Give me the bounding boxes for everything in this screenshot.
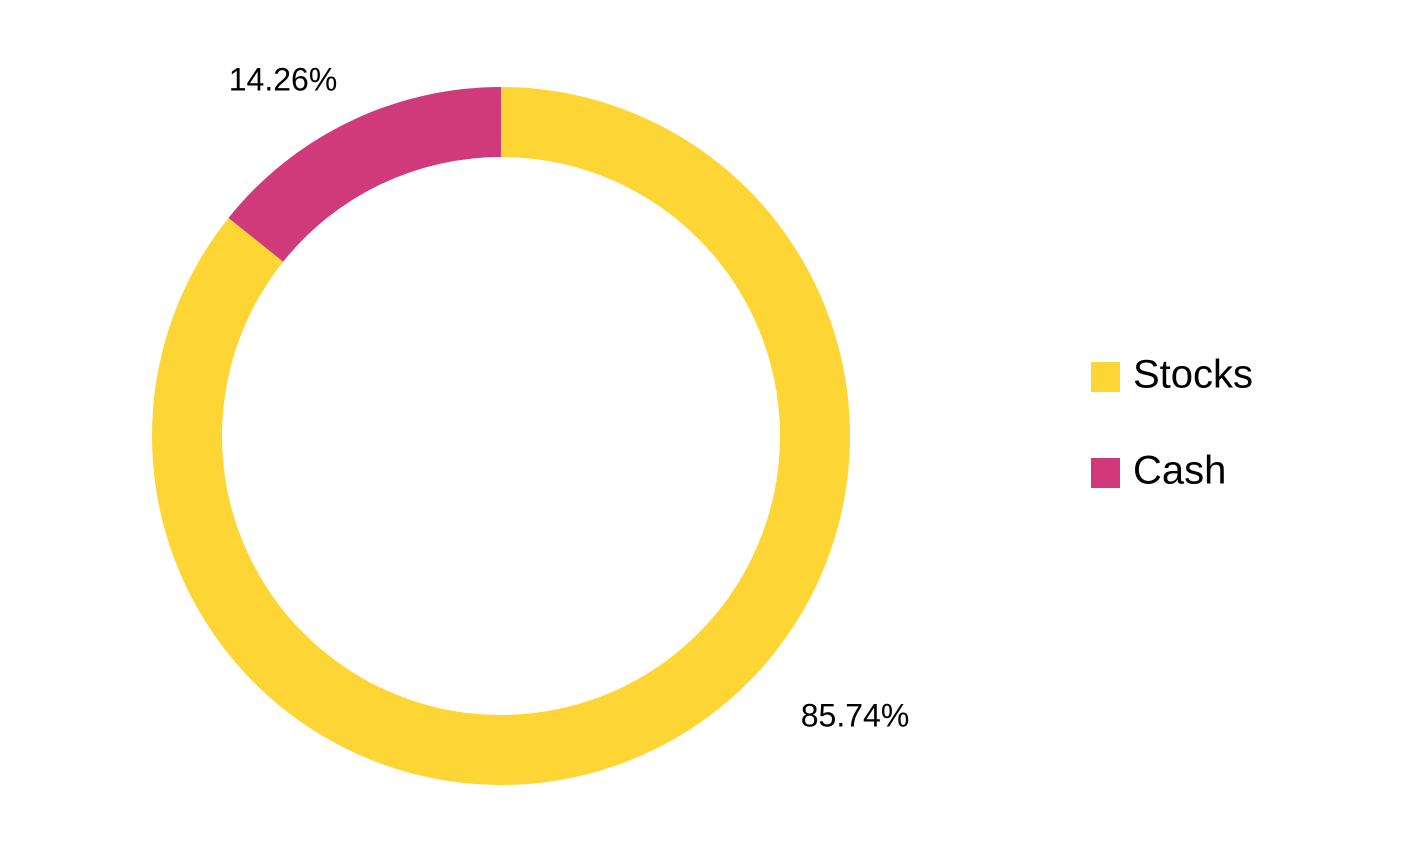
data-label: 85.74% <box>801 697 910 733</box>
legend-swatch <box>1091 458 1120 488</box>
donut-slice <box>228 87 501 262</box>
legend-label: Stocks <box>1133 353 1253 397</box>
data-label: 14.26% <box>229 61 338 97</box>
legend-label: Cash <box>1133 449 1226 493</box>
legend-swatch <box>1091 362 1120 392</box>
